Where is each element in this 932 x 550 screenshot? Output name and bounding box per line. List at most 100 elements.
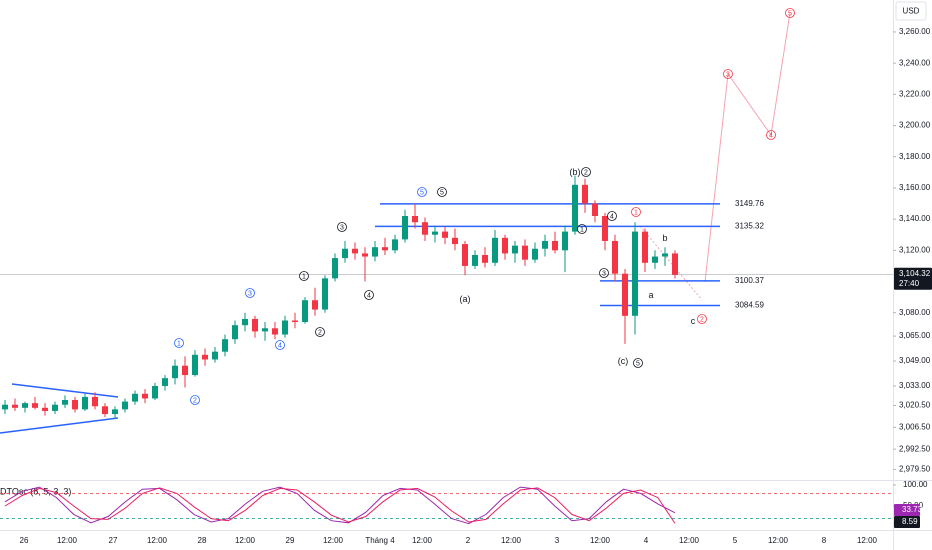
candle-body	[402, 215, 408, 240]
wave-label: 3	[726, 71, 730, 78]
wave-label: 4	[610, 213, 614, 220]
x-tick-label: 2	[466, 536, 471, 545]
wave-circle	[364, 290, 374, 300]
wave-circle	[766, 130, 776, 140]
wave-circle	[417, 187, 427, 197]
y-tick-label: 3,220.00	[899, 89, 931, 98]
current-price-box	[894, 267, 932, 290]
candle-body	[512, 245, 518, 254]
x-tick-label: 4	[644, 536, 649, 545]
candle-body	[642, 231, 648, 263]
candle-body	[412, 215, 418, 223]
candle-body	[542, 240, 548, 249]
candle-body	[112, 409, 118, 415]
wave-label: 2	[318, 329, 322, 336]
candle-body	[332, 258, 338, 279]
wave-label: (b)	[570, 167, 581, 177]
y-tick-label: 2,992.50	[899, 444, 931, 453]
wave-label: b	[662, 233, 667, 243]
x-tick-label: 12:00	[501, 536, 522, 545]
candle-body	[282, 320, 288, 335]
wave-circle	[315, 327, 325, 337]
wave-label: 1	[580, 226, 584, 233]
y-tick-label: 3,140.00	[899, 214, 931, 223]
candle-body	[162, 378, 168, 386]
candle-body	[232, 325, 238, 340]
y-tick-label: 3,120.00	[899, 245, 931, 254]
wave-label: (a)	[460, 294, 471, 304]
x-tick-label: 8	[822, 536, 827, 545]
candle-body	[482, 254, 488, 263]
candle-body	[572, 184, 578, 232]
candle-body	[362, 253, 368, 257]
candle-body	[122, 401, 128, 410]
candle-body	[532, 248, 538, 260]
candle-body	[342, 248, 348, 259]
level-label: 3135.32	[735, 222, 764, 231]
candle-body	[422, 222, 428, 235]
wave-circle	[299, 271, 309, 281]
x-tick-label: 3	[555, 536, 560, 545]
x-tick-label: 28	[198, 536, 207, 545]
candle-body	[452, 237, 458, 245]
candle-body	[212, 351, 218, 360]
candle-body	[52, 404, 58, 411]
x-tick-label: 12:00	[679, 536, 700, 545]
currency: USD	[903, 7, 920, 16]
candle-body	[552, 240, 558, 251]
wave-circle	[245, 288, 255, 298]
y-tick-label: 3,180.00	[899, 152, 931, 161]
x-tick-label: 12:00	[147, 536, 168, 545]
x-tick-label: 12:00	[235, 536, 256, 545]
wave-label: 4	[367, 292, 371, 299]
x-tick-label: 12:00	[412, 536, 433, 545]
wave-label: 1	[302, 273, 306, 280]
candle-body	[492, 237, 498, 263]
candle-body	[372, 247, 378, 257]
candle-body	[222, 339, 228, 352]
candle-body	[592, 203, 598, 216]
candle-body	[392, 239, 398, 251]
candle-body	[652, 256, 658, 263]
wave-label: 1	[634, 209, 638, 216]
wave-label: 4	[278, 342, 282, 349]
x-tick-label: 12:00	[57, 536, 78, 545]
candle-body	[582, 184, 588, 204]
wave-circle	[599, 268, 609, 278]
wave-label: a	[648, 290, 653, 300]
currency-box[interactable]	[895, 1, 927, 21]
x-tick-label: 26	[20, 536, 29, 545]
x-tick-label: Tháng 4	[365, 536, 395, 545]
candle-body	[322, 278, 328, 310]
candle-body	[92, 396, 98, 407]
candle-body	[202, 354, 208, 360]
wave-circle	[190, 395, 200, 405]
candle-body	[442, 231, 448, 238]
candle-body	[602, 215, 608, 241]
candle-body	[142, 393, 148, 399]
y-tick-label: 3,240.00	[899, 58, 931, 67]
wave-circle	[174, 338, 184, 348]
candle-body	[352, 248, 358, 254]
y-tick-label: 3,020.50	[899, 401, 931, 410]
candle-body	[242, 318, 248, 326]
triangle-line	[11, 383, 119, 398]
candle-body	[182, 365, 188, 376]
candle-body	[102, 406, 108, 415]
candle-body	[262, 328, 268, 332]
candle-body	[622, 273, 628, 316]
osc-y-tick-label: 100.00	[903, 480, 928, 489]
osc-value-box	[894, 504, 920, 516]
wave-label: c	[691, 316, 696, 326]
wave-label: (c)	[618, 356, 629, 366]
wave-label: 5	[420, 189, 424, 196]
osc-value-label: 33.73	[902, 505, 923, 514]
y-tick-label: 2,979.50	[899, 465, 931, 474]
candle-body	[132, 393, 138, 402]
wave-label: 5	[440, 189, 444, 196]
candle-body	[22, 403, 28, 408]
candle-body	[192, 354, 198, 376]
wave-label: 5	[636, 360, 640, 367]
wave-circle	[723, 69, 733, 79]
candle-body	[302, 300, 308, 323]
